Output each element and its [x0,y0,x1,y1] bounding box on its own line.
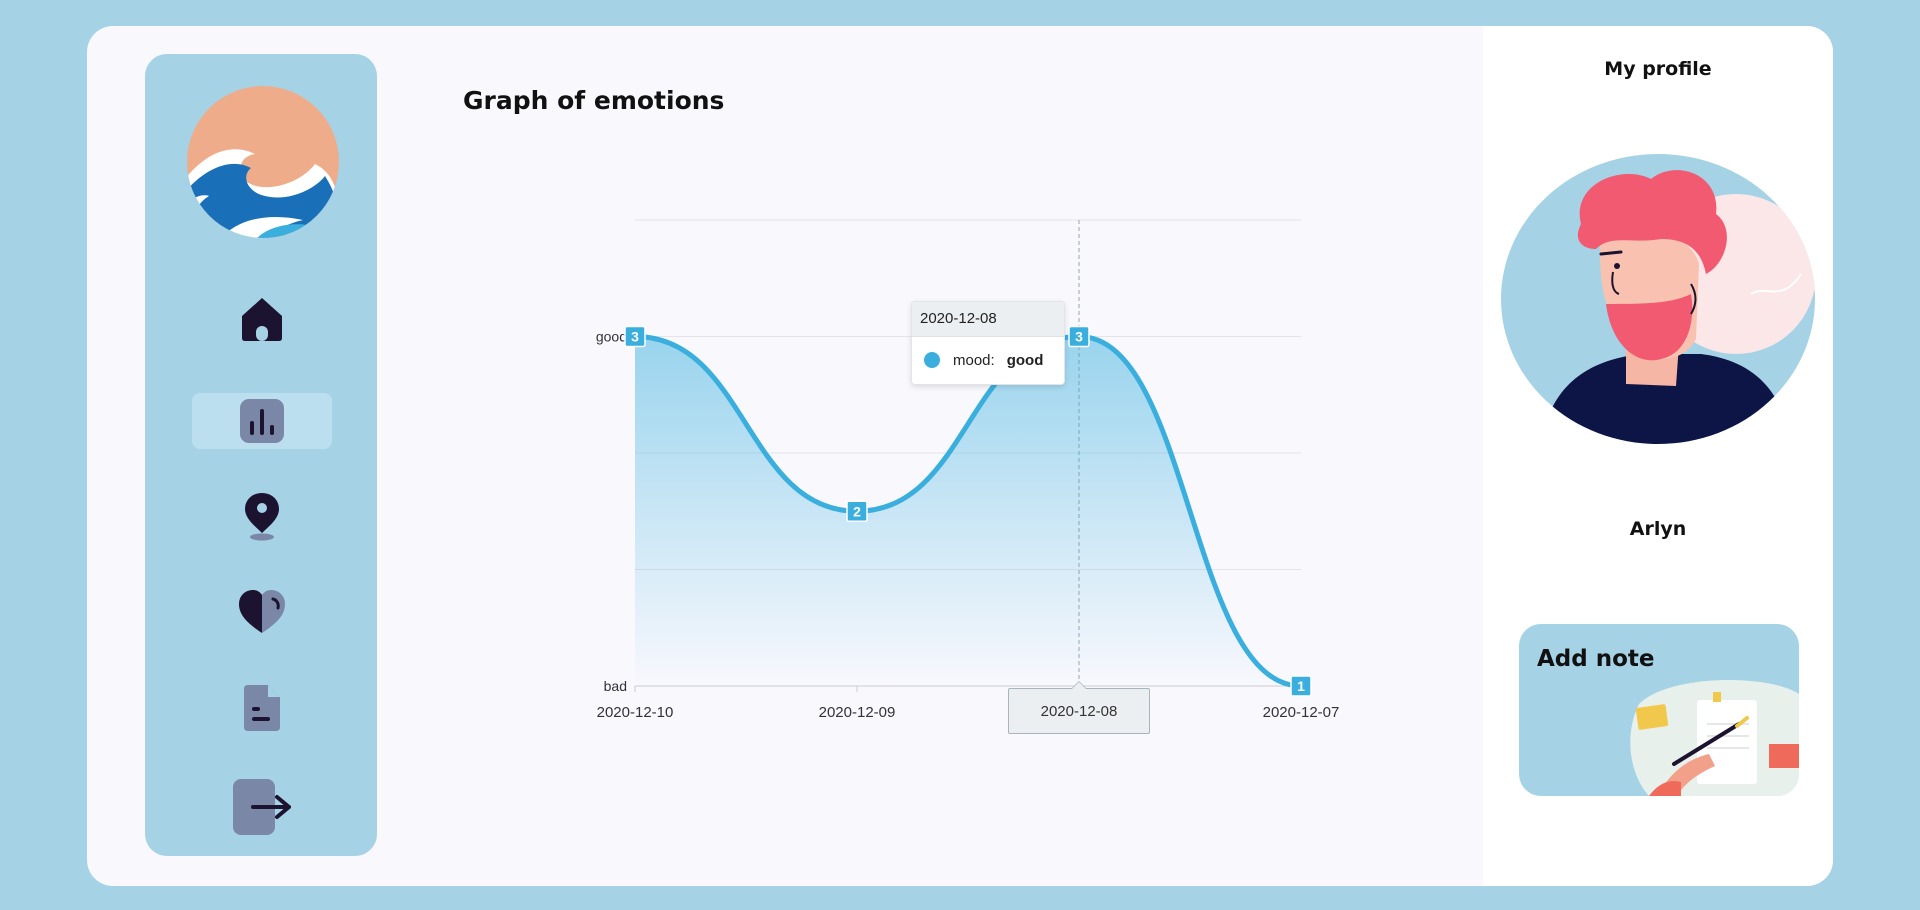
data-label: 1 [1297,678,1305,694]
y-tick-label: bad [604,678,627,694]
tooltip-series-marker [924,352,940,368]
profile-username: Arlyn [1629,518,1687,540]
data-label: 3 [631,329,639,345]
data-label: 2 [853,503,861,519]
sidebar-item-logout[interactable] [192,776,332,838]
sidebar [145,54,377,856]
app-logo [187,86,339,238]
add-note-label: Add note [1537,646,1655,672]
y-tick-label: good [596,329,627,345]
emotion-chart: 2020-12-10 2020-12-09 2020-12-08 2020-12-07… [87,26,1477,886]
home-icon [238,294,286,342]
data-point [1068,325,1090,348]
sidebar-item-location[interactable] [192,488,332,544]
series-line-mood [634,334,1302,689]
app-card: Graph of emotions 2020-12-10 2020-12-09 20… [87,26,1833,886]
sidebar-item-home[interactable] [192,290,332,346]
x-tick-label: 2020-12-09 [819,704,896,721]
x-tick-label: 2020-12-10 [597,704,674,721]
tooltip-series-label: mood: [953,351,995,369]
chart-canvas: 2020-12-10 2020-12-09 2020-12-08 2020-12-07… [596,219,1340,721]
profile-panel: My profile Arlyn Add note [1483,26,1833,886]
chart-tooltip: 2020-12-08 mood: good [911,301,1065,385]
document-icon [240,683,284,733]
bar-chart-icon [238,397,286,445]
tooltip-value: good [1006,351,1044,369]
profile-title: My profile [1604,58,1712,80]
avatar[interactable] [1501,154,1815,444]
sidebar-item-statistics[interactable] [192,393,332,449]
tooltip-date: 2020-12-08 [912,302,1064,337]
data-point [1290,675,1312,697]
sidebar-item-notes[interactable] [192,680,332,736]
series-area-mood [635,336,1301,686]
crosshair-x-label: 2020-12-08 [1008,681,1150,734]
add-note-button[interactable]: Add note [1519,624,1799,796]
x-tick-label: 2020-12-07 [1263,704,1340,721]
data-point [846,500,868,523]
sidebar-item-emotions[interactable] [192,584,332,640]
map-pin-icon [242,491,282,541]
heart-icon [237,587,287,637]
note-illustration [1630,680,1799,796]
page-title: Graph of emotions [463,86,725,115]
logout-icon [231,777,293,837]
data-label: 3 [1075,329,1083,345]
data-point [624,325,646,348]
